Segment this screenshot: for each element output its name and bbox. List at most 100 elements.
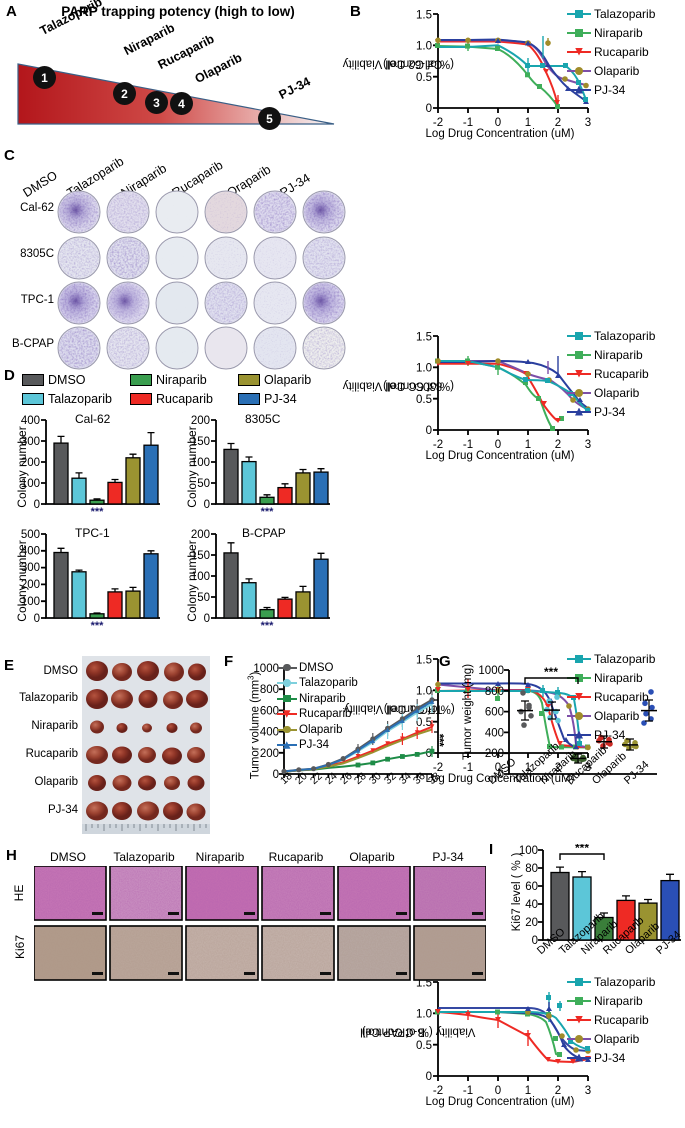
svg-text:20: 20 (525, 917, 538, 929)
svg-text:0: 0 (532, 935, 538, 947)
legend-label: Talazoparib (299, 677, 358, 690)
legend-label: PJ-34 (299, 739, 330, 752)
olaparib-marker-icon (567, 65, 591, 77)
svg-text:200: 200 (260, 748, 279, 760)
svg-text:0: 0 (204, 613, 210, 625)
legend-label: Rucaparib (594, 44, 649, 59)
svg-text:0: 0 (495, 1085, 501, 1096)
panel-h-col-niraparib: Niraparib (195, 850, 245, 864)
legend-item-olaparib: Olaparib (567, 1029, 685, 1048)
legend-label: Talazoparib (594, 6, 656, 21)
panel-g-letter: G (439, 653, 451, 670)
svg-text:0: 0 (204, 499, 210, 511)
panel-d-tpc1-title: TPC-1 (75, 526, 110, 540)
panel-h-col-talazoparib: Talazoparib (113, 850, 175, 864)
svg-text:50: 50 (197, 478, 210, 490)
legend-label: PJ-34 (264, 392, 297, 406)
panel-c-well-grid (57, 190, 346, 370)
svg-text:-2: -2 (433, 439, 443, 450)
legend-item-pj34: PJ-34 (567, 402, 685, 421)
pj34-marker-icon (277, 740, 297, 751)
niraparib-marker-icon (567, 672, 591, 684)
panel-b-chart-cal62-xlabel: Log Drug Concentration (uM) (425, 128, 575, 140)
svg-text:0: 0 (34, 499, 40, 511)
panel-a: A PARP trapping potency (high to low) Ta… (0, 0, 345, 140)
svg-text:2: 2 (555, 117, 561, 128)
panel-c-col-dmso: DMSO (20, 168, 60, 200)
panel-d-letter: D (4, 367, 15, 384)
svg-text:40: 40 (525, 899, 538, 911)
legend-item-pj34: PJ-34 (567, 1048, 685, 1067)
olaparib-marker-icon (277, 724, 297, 735)
panel-d-8305c-title: 8305C (245, 412, 281, 426)
legend-label: Rucaparib (594, 1012, 649, 1027)
svg-text:400: 400 (260, 727, 279, 739)
svg-text:800: 800 (260, 684, 279, 696)
svg-text:3: 3 (585, 1085, 591, 1096)
svg-text:-1: -1 (463, 117, 473, 128)
panel-e-row-niraparib: Niraparib (31, 720, 78, 732)
legend-label: PJ-34 (594, 82, 626, 97)
legend-label: Rucaparib (156, 392, 213, 406)
legend-label: Niraparib (594, 670, 643, 685)
panel-d-8305c-ylabel: Colony number (185, 426, 199, 508)
panel-c: C DMSO Talazoparib Niraparib Rucaparib O… (0, 140, 346, 370)
svg-text:***: *** (261, 506, 275, 518)
legend-item-niraparib: Niraparib (567, 345, 685, 364)
panel-e-row-pj34: PJ-34 (47, 804, 78, 816)
legend-item-olaparib: Olaparib (567, 706, 685, 725)
svg-text:0: 0 (273, 769, 279, 781)
panel-b-chart-bcpap: B-CPAP Cell Viability (% of Control) 0 0… (348, 968, 685, 1128)
svg-text:1.0: 1.0 (416, 1009, 432, 1021)
legend-item-pj34: PJ-34 (277, 738, 358, 754)
svg-text:300: 300 (21, 562, 40, 574)
legend-item-rucaparib: Rucaparib (567, 1010, 685, 1029)
svg-text:0: 0 (426, 103, 432, 115)
panel-g: G Tumor weight (mg) 0 200 400 600 800 10… (437, 648, 685, 838)
svg-text:1.5: 1.5 (416, 10, 432, 22)
svg-text:3: 3 (585, 117, 591, 128)
panel-f-legend: DMSO Talazoparib Niraparib Rucaparib Ola… (277, 660, 358, 753)
panel-b-chart-tpc1: TPC-1 Cell Viability (% of Control) 0 0.… (343, 645, 685, 805)
niraparib-marker-icon (567, 27, 591, 39)
svg-text:60: 60 (525, 881, 538, 893)
legend-label: PJ-34 (594, 1050, 626, 1065)
panel-i-plot: 0 20 40 60 80 100 *** (519, 844, 681, 947)
svg-text:***: *** (91, 506, 105, 518)
panel-d-tpc1-ylabel: Colony number (15, 540, 29, 622)
olaparib-marker-icon (567, 1033, 591, 1045)
rucaparib-marker-icon (567, 691, 591, 703)
panel-b-chart-tpc1-legend: Talazoparib Niraparib Rucaparib Olaparib… (567, 649, 685, 744)
legend-item-pj34: PJ-34 (567, 80, 685, 99)
rucaparib-marker-icon (277, 709, 297, 720)
svg-text:0: 0 (426, 748, 432, 760)
svg-text:***: *** (544, 665, 558, 679)
dmso-marker-icon (277, 662, 297, 673)
svg-text:80: 80 (525, 863, 538, 875)
svg-text:0: 0 (495, 762, 501, 773)
svg-text:500: 500 (21, 529, 40, 541)
legend-item-dmso: DMSO (277, 660, 358, 676)
panel-c-row-cal62: Cal-62 (20, 202, 54, 214)
svg-text:200: 200 (485, 748, 504, 760)
legend-label: Rucaparib (594, 366, 649, 381)
legend-item-talazoparib: Talazoparib (567, 649, 685, 668)
legend-item-rucaparib: Rucaparib (277, 707, 358, 723)
rucaparib-marker-icon (567, 368, 591, 380)
svg-text:100: 100 (191, 457, 210, 469)
svg-text:150: 150 (191, 436, 210, 448)
legend-item-niraparib: Niraparib (130, 371, 234, 389)
panel-h-col-rucaparib: Rucaparib (268, 850, 324, 864)
legend-label: DMSO (48, 373, 86, 387)
svg-text:-2: -2 (433, 1085, 443, 1096)
legend-item-rucaparib: Rucaparib (567, 687, 685, 706)
svg-text:1: 1 (525, 439, 531, 450)
legend-label: Olaparib (299, 723, 343, 736)
panel-a-badge-1: 1 (33, 66, 56, 89)
legend-item-dmso: DMSO (22, 371, 126, 389)
panel-h-col-dmso: DMSO (50, 850, 86, 864)
panel-h-col-pj34: PJ-34 (432, 850, 464, 864)
legend-label: Rucaparib (594, 689, 649, 704)
svg-text:0.5: 0.5 (416, 394, 432, 406)
legend-label: Olaparib (594, 1031, 640, 1046)
